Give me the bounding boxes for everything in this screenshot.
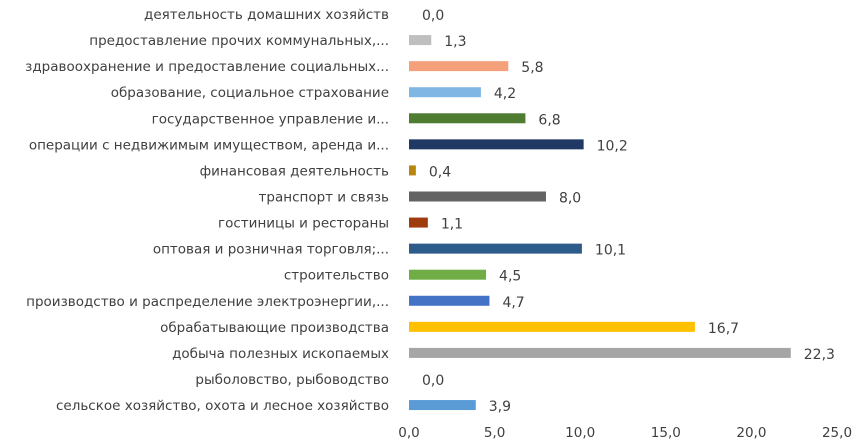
category-label: рыболовство, рыбоводство xyxy=(195,372,389,388)
data-label: 4,2 xyxy=(494,86,516,102)
category-label: оптовая и розничная торговля;... xyxy=(153,242,389,258)
bar xyxy=(409,269,487,280)
category-label: транспорт и связь xyxy=(259,189,390,205)
category-labels: деятельность домашних хозяйств предоставл… xyxy=(25,7,389,414)
data-label: 0,0 xyxy=(422,373,444,389)
x-tick-label: 0,0 xyxy=(398,425,419,440)
category-label: производство и распределение электроэнер… xyxy=(26,294,389,310)
value-labels: 0,01,35,84,26,810,20,48,01,110,14,54,716… xyxy=(422,8,835,415)
category-label: образование, социальное страхование xyxy=(111,85,389,101)
category-label: операции с недвижимым имуществом, аренда… xyxy=(29,137,389,153)
bar xyxy=(409,400,476,411)
data-label: 16,7 xyxy=(708,321,739,337)
data-label: 0,4 xyxy=(429,164,451,180)
bar xyxy=(409,347,791,358)
bar xyxy=(409,113,526,124)
bar xyxy=(409,295,490,306)
data-label: 10,1 xyxy=(595,243,626,259)
data-label: 8,0 xyxy=(559,190,581,206)
bar xyxy=(409,139,584,150)
data-label: 0,0 xyxy=(422,8,444,24)
data-label: 6,8 xyxy=(538,112,560,128)
bar xyxy=(409,321,695,332)
bar xyxy=(409,243,582,254)
category-label: предоставление прочих коммунальных,... xyxy=(89,33,389,49)
data-label: 5,8 xyxy=(521,60,543,76)
data-label: 22,3 xyxy=(804,347,835,363)
category-label: финансовая деятельность xyxy=(200,163,389,179)
category-label: деятельность домашних хозяйств xyxy=(144,7,389,23)
x-tick-label: 15,0 xyxy=(651,425,681,440)
category-label: гостиницы и рестораны xyxy=(218,216,389,232)
bars xyxy=(409,35,791,411)
data-label: 3,9 xyxy=(489,399,511,415)
data-label: 1,3 xyxy=(444,34,466,50)
category-label: обрабатывающие производства xyxy=(160,320,389,336)
x-axis-ticks: 0,0 5,0 10,0 15,0 20,0 25,0 xyxy=(398,425,852,440)
data-label: 10,2 xyxy=(597,138,628,154)
category-label: здравоохранение и предоставление социаль… xyxy=(25,59,389,75)
x-tick-label: 10,0 xyxy=(565,425,595,440)
bar xyxy=(409,217,428,228)
category-label: сельское хозяйство, охота и лесное хозяй… xyxy=(56,398,389,414)
data-label: 4,7 xyxy=(502,295,524,311)
data-label: 1,1 xyxy=(441,217,463,233)
data-label: 4,5 xyxy=(499,269,521,285)
bar xyxy=(409,87,481,98)
category-label: государственное управление и... xyxy=(152,111,389,127)
bar xyxy=(409,165,416,176)
bar xyxy=(409,191,546,202)
bar xyxy=(409,61,509,72)
bar xyxy=(409,35,432,46)
x-tick-label: 20,0 xyxy=(736,425,766,440)
category-label: добыча полезных ископаемых xyxy=(172,346,389,362)
x-tick-label: 5,0 xyxy=(484,425,505,440)
category-label: строительство xyxy=(284,268,389,284)
x-tick-label: 25,0 xyxy=(822,425,852,440)
